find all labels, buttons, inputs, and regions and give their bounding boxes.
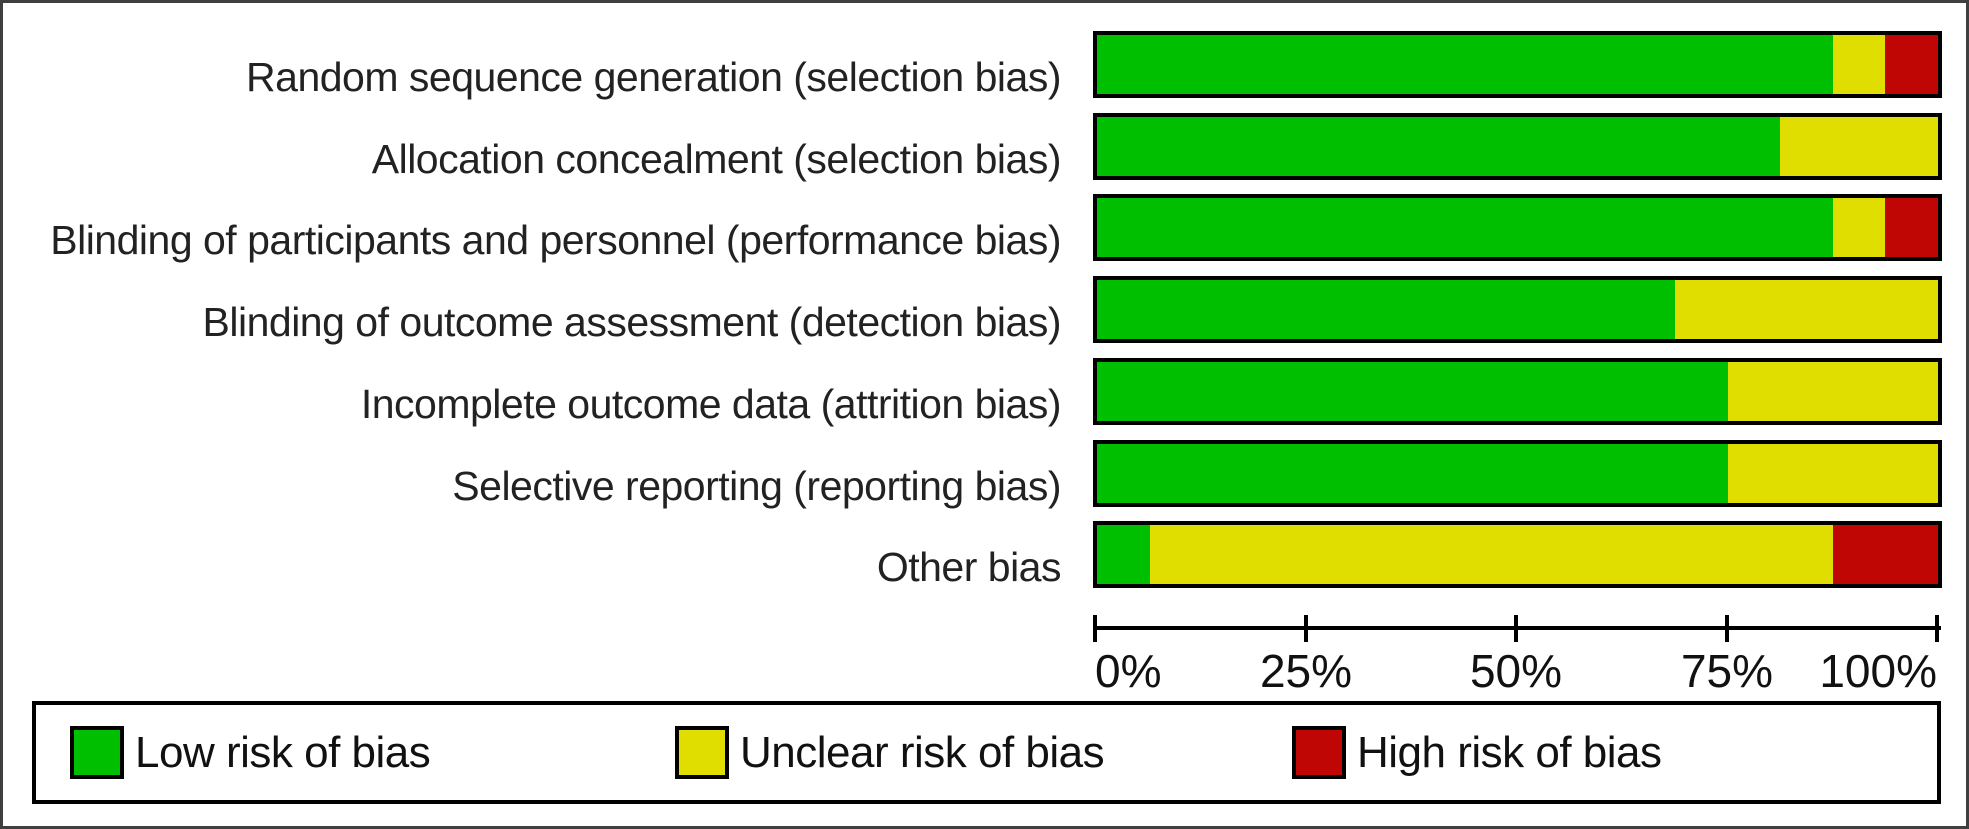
- bar-segment-low: [1097, 117, 1781, 176]
- legend-label-unclear-risk: Unclear risk of bias: [740, 727, 1105, 777]
- legend-label-high-risk: High risk of bias: [1357, 727, 1662, 777]
- axis-tick-label: 0%: [1095, 645, 1162, 697]
- axis-tick-label: 75%: [1680, 645, 1774, 697]
- legend-item-low-risk: Low risk of bias: [70, 705, 431, 800]
- high-risk-swatch: [1292, 726, 1346, 779]
- category-label: Allocation concealment (selection bias): [371, 136, 1062, 182]
- low-risk-swatch: [70, 726, 124, 779]
- legend-item-high-risk: High risk of bias: [1292, 705, 1662, 800]
- bar-row: [1093, 194, 1942, 261]
- category-label: Incomplete outcome data (attrition bias): [360, 381, 1062, 427]
- axis-tick: [1093, 615, 1097, 642]
- legend-item-unclear-risk: Unclear risk of bias: [675, 705, 1105, 800]
- axis-tick-label: 100%: [1819, 645, 1937, 697]
- category-label: Random sequence generation (selection bi…: [246, 54, 1061, 100]
- bar-row: [1093, 521, 1942, 588]
- bar-segment-high: [1885, 35, 1938, 94]
- bar-segment-unclear: [1780, 117, 1938, 176]
- category-label: Selective reporting (reporting bias): [452, 463, 1061, 509]
- bar-row: [1093, 113, 1942, 180]
- axis-tick: [1514, 615, 1518, 642]
- category-label: Blinding of participants and personnel (…: [50, 217, 1061, 263]
- axis-tick-label: 25%: [1259, 645, 1353, 697]
- bar-segment-low: [1097, 35, 1833, 94]
- bar-segment-unclear: [1832, 198, 1886, 257]
- bar-segment-high: [1885, 198, 1938, 257]
- category-label: Blinding of outcome assessment (detectio…: [202, 299, 1062, 345]
- bar-segment-high: [1832, 525, 1938, 584]
- unclear-risk-swatch: [675, 726, 729, 779]
- bar-segment-low: [1097, 280, 1676, 339]
- legend: Low risk of bias Unclear risk of bias Hi…: [32, 701, 1941, 804]
- bar-row: [1093, 358, 1942, 425]
- bar-segment-unclear: [1727, 362, 1938, 421]
- bar-row: [1093, 440, 1942, 507]
- axis-tick: [1304, 615, 1308, 642]
- bar-row: [1093, 276, 1942, 343]
- bar-segment-unclear: [1675, 280, 1938, 339]
- axis-tick: [1725, 615, 1729, 642]
- bar-segment-unclear: [1727, 444, 1938, 503]
- bar-segment-low: [1097, 362, 1728, 421]
- bar-segment-unclear: [1149, 525, 1833, 584]
- category-label: Other bias: [876, 544, 1062, 590]
- axis-tick: [1935, 615, 1939, 642]
- bar-segment-low: [1097, 198, 1833, 257]
- legend-label-low-risk: Low risk of bias: [135, 727, 431, 777]
- bar-segment-low: [1097, 444, 1728, 503]
- bar-segment-unclear: [1832, 35, 1886, 94]
- bar-row: [1093, 31, 1942, 98]
- axis-tick-label: 50%: [1469, 645, 1563, 697]
- bar-segment-low: [1097, 525, 1150, 584]
